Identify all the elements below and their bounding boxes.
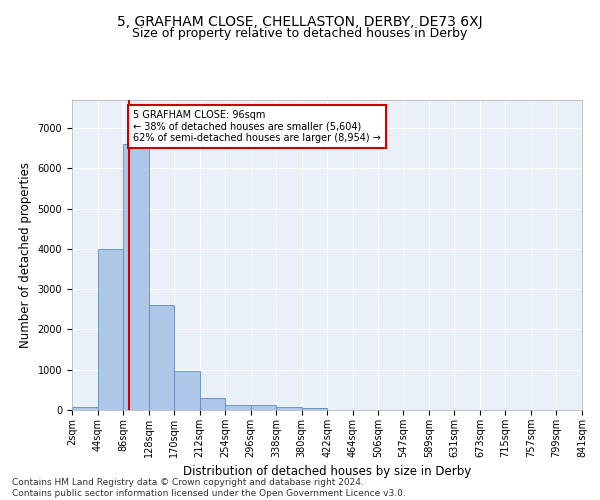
Bar	[276, 407, 302, 410]
Text: Contains HM Land Registry data © Crown copyright and database right 2024.
Contai: Contains HM Land Registry data © Crown c…	[12, 478, 406, 498]
Bar	[200, 398, 225, 410]
Bar	[72, 407, 98, 410]
Text: 5 GRAFHAM CLOSE: 96sqm
← 38% of detached houses are smaller (5,604)
62% of semi-: 5 GRAFHAM CLOSE: 96sqm ← 38% of detached…	[133, 110, 380, 144]
Bar	[174, 372, 200, 410]
X-axis label: Distribution of detached houses by size in Derby: Distribution of detached houses by size …	[183, 466, 471, 478]
Bar	[251, 406, 276, 410]
Bar	[302, 408, 328, 410]
Y-axis label: Number of detached properties: Number of detached properties	[19, 162, 32, 348]
Text: Size of property relative to detached houses in Derby: Size of property relative to detached ho…	[133, 28, 467, 40]
Bar	[149, 304, 174, 410]
Bar	[225, 405, 251, 410]
Bar	[98, 249, 123, 410]
Text: 5, GRAFHAM CLOSE, CHELLASTON, DERBY, DE73 6XJ: 5, GRAFHAM CLOSE, CHELLASTON, DERBY, DE7…	[117, 15, 483, 29]
Bar	[123, 144, 149, 410]
